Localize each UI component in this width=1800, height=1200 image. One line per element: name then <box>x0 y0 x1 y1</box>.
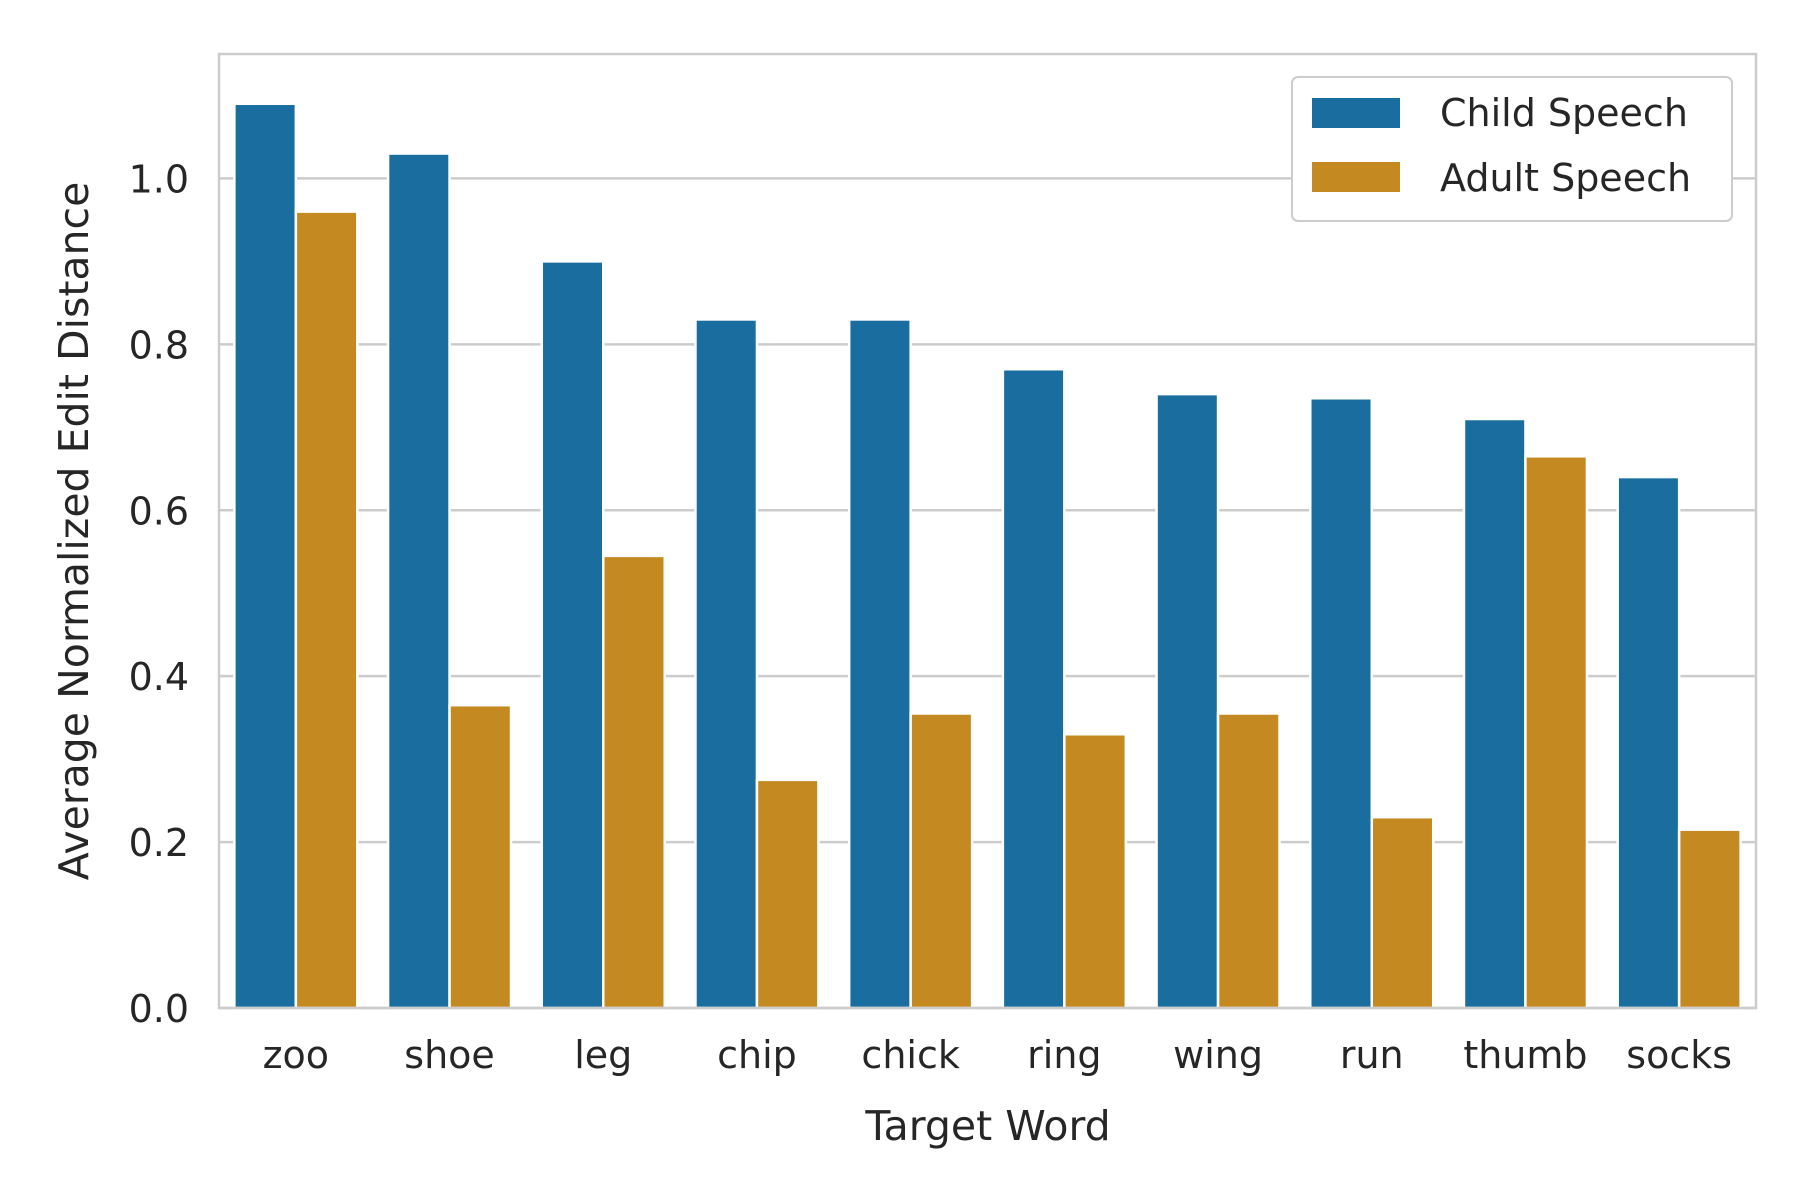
bar-thumb-child-speech <box>1462 417 1527 1010</box>
bar-wing-adult-speech <box>1216 712 1281 1010</box>
legend-swatch-adult <box>1312 162 1400 192</box>
bar-chick-adult-speech <box>909 712 974 1010</box>
bar-ring-adult-speech <box>1063 732 1128 1010</box>
x-tick-label: thumb <box>1463 1033 1587 1077</box>
x-tick-label: leg <box>574 1033 632 1077</box>
y-axis-label: Average Normalized Edit Distance <box>50 182 98 881</box>
x-tick-label: zoo <box>263 1033 329 1077</box>
y-tick-label: 1.0 <box>129 157 189 201</box>
bar-chick-child-speech <box>847 318 912 1010</box>
bar-chip-adult-speech <box>755 778 820 1010</box>
bar-run-adult-speech <box>1370 815 1435 1010</box>
bar-run-child-speech <box>1309 397 1374 1010</box>
x-tick-label: shoe <box>404 1033 495 1077</box>
x-tick-label: ring <box>1027 1033 1101 1077</box>
bar-socks-adult-speech <box>1677 828 1742 1010</box>
bar-zoo-child-speech <box>233 102 298 1010</box>
legend-box <box>1291 76 1733 222</box>
bar-zoo-adult-speech <box>294 210 359 1010</box>
bar-wing-child-speech <box>1155 392 1220 1010</box>
y-tick-label: 0.8 <box>129 323 189 367</box>
y-tick-label: 0.6 <box>129 489 189 533</box>
x-tick-label: run <box>1340 1033 1404 1077</box>
bar-leg-adult-speech <box>602 554 666 1010</box>
bars-group <box>233 102 1742 1010</box>
legend: Child Speech Adult Speech <box>1291 76 1733 222</box>
legend-swatch-child <box>1312 98 1400 128</box>
plot-frame <box>217 52 1758 1010</box>
bar-ring-child-speech <box>1001 367 1066 1010</box>
bar-thumb-adult-speech <box>1524 455 1589 1010</box>
y-tick-label: 0.4 <box>129 655 189 699</box>
bar-shoe-child-speech <box>386 152 451 1010</box>
bar-chip-child-speech <box>694 318 759 1010</box>
x-tick-label: chick <box>861 1033 959 1077</box>
x-axis-label: Target Word <box>864 1102 1110 1150</box>
y-tick-label: 0.2 <box>129 821 189 865</box>
x-tick-label: socks <box>1626 1033 1732 1077</box>
bar-socks-child-speech <box>1616 475 1681 1010</box>
bar-leg-child-speech <box>540 260 605 1010</box>
y-tick-label: 0.0 <box>129 987 189 1031</box>
legend-label-child: Child Speech <box>1440 91 1688 135</box>
x-tick-label: wing <box>1173 1033 1263 1077</box>
x-axis-ticks: zoo shoe leg chip chick ring wing run thumb socks <box>263 1033 1732 1077</box>
y-axis-ticks: 0.0 0.2 0.4 0.6 0.8 1.0 <box>129 157 189 1031</box>
legend-label-adult: Adult Speech <box>1440 156 1691 200</box>
bar-shoe-adult-speech <box>448 703 513 1010</box>
x-tick-label: chip <box>717 1033 797 1077</box>
